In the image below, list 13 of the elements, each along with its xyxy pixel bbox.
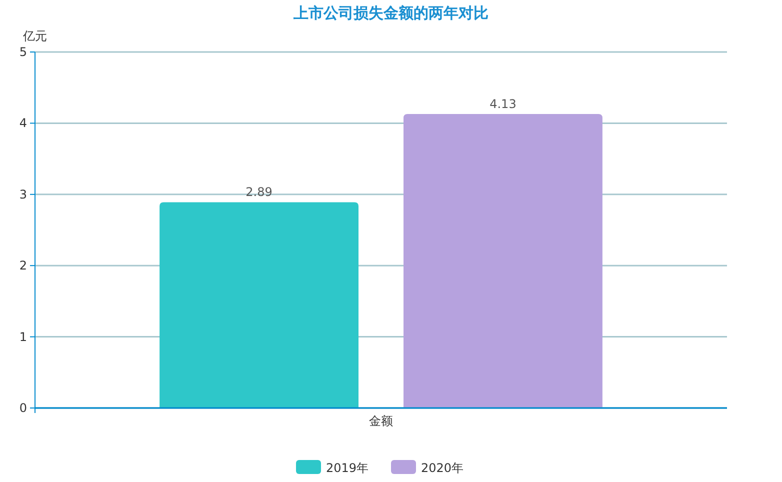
y-tick-label: 0 [19, 401, 27, 415]
y-tick-label: 5 [19, 45, 27, 59]
y-tick-label: 1 [19, 330, 27, 344]
y-tick-label: 3 [19, 187, 27, 202]
data-label: 4.13 [490, 96, 516, 111]
data-label: 2.89 [246, 185, 272, 200]
legend-label: 2019年 [326, 461, 369, 475]
y-tick-label: 4 [19, 116, 27, 130]
chart-title: 上市公司损失金额的两年对比 [292, 4, 488, 22]
y-tick-label: 2 [19, 258, 27, 273]
y-axis-title: 亿元 [22, 29, 47, 43]
x-tick-label: 金额 [369, 414, 393, 428]
legend-label: 2020年 [421, 461, 464, 475]
